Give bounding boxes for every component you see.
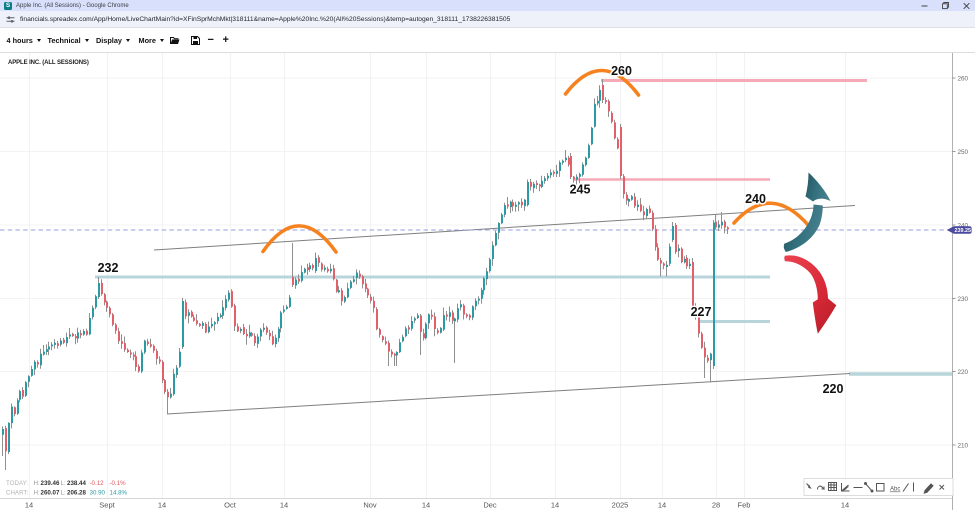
svg-text:L:: L:: [61, 490, 66, 497]
svg-text:14: 14: [841, 501, 849, 510]
svg-text:Abc: Abc: [890, 487, 900, 493]
svg-text:239.46: 239.46: [41, 480, 60, 487]
svg-text:227: 227: [691, 305, 712, 319]
svg-text:14: 14: [551, 501, 559, 510]
svg-text:APPLE INC. (ALL SESSIONS): APPLE INC. (ALL SESSIONS): [8, 60, 89, 66]
svg-text:238.44: 238.44: [67, 480, 86, 487]
svg-text:Dec: Dec: [483, 501, 497, 510]
svg-text:-0.12: -0.12: [90, 480, 105, 487]
svg-text:240: 240: [958, 223, 969, 230]
svg-text:14: 14: [658, 501, 666, 510]
svg-text:28: 28: [712, 501, 720, 510]
svg-text:260.07: 260.07: [41, 490, 60, 497]
svg-text:Oct: Oct: [224, 501, 237, 510]
svg-text:220: 220: [823, 382, 844, 396]
svg-text:239.25: 239.25: [955, 228, 972, 234]
svg-text:260: 260: [958, 76, 969, 83]
svg-text:Feb: Feb: [738, 501, 751, 510]
svg-text:30.90: 30.90: [90, 490, 106, 497]
svg-text:14.8%: 14.8%: [110, 490, 128, 497]
svg-text:220: 220: [958, 369, 969, 376]
svg-text:H:: H:: [34, 480, 40, 487]
svg-text:14: 14: [422, 501, 430, 510]
svg-text:L:: L:: [61, 480, 66, 487]
svg-text:14: 14: [158, 501, 166, 510]
svg-text:-0.1%: -0.1%: [110, 480, 127, 487]
svg-text:2025: 2025: [612, 501, 629, 510]
svg-text:H:: H:: [34, 490, 40, 497]
svg-text:206.28: 206.28: [67, 490, 86, 497]
svg-text:Sept: Sept: [99, 501, 115, 510]
svg-text:14: 14: [280, 501, 288, 510]
svg-text:14: 14: [25, 501, 33, 510]
svg-text:Nov: Nov: [363, 501, 377, 510]
svg-text:240: 240: [745, 192, 766, 206]
svg-text:232: 232: [98, 261, 119, 275]
svg-text:CHART:: CHART:: [6, 490, 29, 497]
svg-text:TODAY:: TODAY:: [6, 480, 28, 487]
svg-text:260: 260: [611, 64, 632, 78]
svg-text:230: 230: [958, 296, 969, 303]
svg-text:245: 245: [570, 183, 591, 197]
svg-text:250: 250: [958, 149, 969, 156]
svg-text:210: 210: [958, 443, 969, 450]
